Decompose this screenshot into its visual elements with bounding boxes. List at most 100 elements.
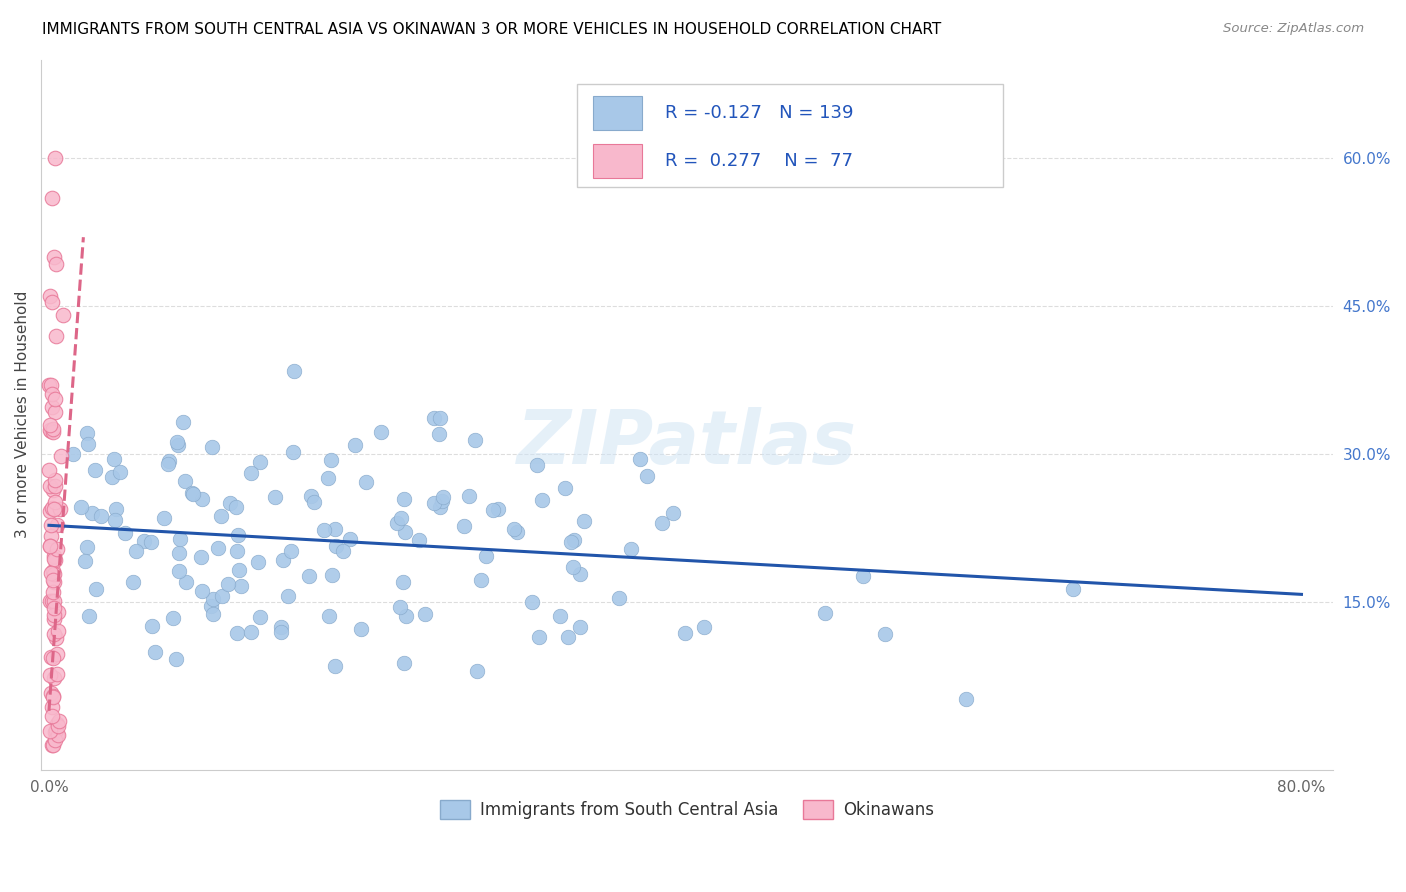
FancyBboxPatch shape xyxy=(593,95,641,130)
Point xyxy=(41,700,63,714)
Point xyxy=(41,594,63,608)
Point xyxy=(46,729,69,743)
Point xyxy=(44,552,66,566)
Point xyxy=(432,494,454,508)
Point xyxy=(173,474,195,488)
Point xyxy=(39,377,62,392)
Point xyxy=(522,595,544,609)
Point xyxy=(76,437,98,451)
Point xyxy=(45,517,67,532)
Point xyxy=(201,591,224,606)
Point xyxy=(526,458,548,472)
Point xyxy=(181,486,204,500)
Point xyxy=(270,620,292,634)
Point xyxy=(560,534,582,549)
Point xyxy=(45,647,67,661)
Point xyxy=(321,453,343,467)
Point xyxy=(226,528,249,542)
Point xyxy=(228,563,250,577)
Point xyxy=(200,599,222,613)
Point xyxy=(45,723,67,737)
Point xyxy=(226,543,249,558)
Point xyxy=(636,469,658,483)
Point xyxy=(44,405,66,419)
Point xyxy=(41,518,63,533)
Point xyxy=(62,447,84,461)
Point xyxy=(172,415,194,429)
Point xyxy=(42,564,65,578)
Point xyxy=(38,539,60,553)
Point xyxy=(385,516,408,531)
Point xyxy=(432,490,454,504)
Point xyxy=(125,544,148,558)
Point xyxy=(429,500,451,515)
Point xyxy=(465,664,488,678)
Point xyxy=(277,589,299,603)
Point xyxy=(423,411,446,425)
Point xyxy=(392,491,415,506)
Point xyxy=(39,650,62,665)
Point xyxy=(246,555,269,569)
Point xyxy=(44,724,66,739)
Point xyxy=(249,455,271,469)
Point xyxy=(475,549,498,563)
Point xyxy=(464,433,486,447)
Point xyxy=(39,529,62,543)
Point xyxy=(167,438,190,452)
Point xyxy=(813,606,835,620)
Point xyxy=(299,489,322,503)
Point xyxy=(531,493,554,508)
Point xyxy=(470,573,492,587)
Point xyxy=(323,659,346,673)
Point xyxy=(429,410,451,425)
Point xyxy=(207,541,229,555)
Point xyxy=(42,739,65,753)
Text: ZIPatlas: ZIPatlas xyxy=(517,407,856,480)
Point xyxy=(42,690,65,705)
Point xyxy=(225,500,247,514)
Point xyxy=(44,733,66,747)
Point xyxy=(607,591,630,605)
Point xyxy=(323,522,346,536)
Point xyxy=(41,400,63,414)
Point xyxy=(166,435,188,450)
Point xyxy=(45,631,67,645)
Point xyxy=(141,619,163,633)
Text: Source: ZipAtlas.com: Source: ZipAtlas.com xyxy=(1223,22,1364,36)
Point xyxy=(527,630,550,644)
Point xyxy=(548,608,571,623)
Point xyxy=(408,533,430,548)
Point xyxy=(557,630,579,644)
Point xyxy=(39,418,62,433)
Point xyxy=(41,191,63,205)
Point xyxy=(38,378,60,392)
Point xyxy=(651,516,673,531)
Point xyxy=(103,452,125,467)
Point xyxy=(39,686,62,700)
Point xyxy=(673,625,696,640)
Point xyxy=(229,579,252,593)
Point xyxy=(42,593,65,607)
Point xyxy=(264,491,287,505)
Point xyxy=(332,544,354,558)
Point xyxy=(44,608,66,623)
Point xyxy=(39,539,62,553)
Point xyxy=(350,622,373,636)
Point xyxy=(167,546,190,560)
Point xyxy=(458,488,481,502)
Point xyxy=(392,575,415,590)
Point xyxy=(45,257,67,271)
Point xyxy=(122,575,145,590)
Point xyxy=(620,541,643,556)
Point xyxy=(42,612,65,626)
Point xyxy=(70,500,93,514)
Point xyxy=(339,532,361,546)
Point xyxy=(191,492,214,507)
Point xyxy=(76,540,98,554)
Point xyxy=(562,533,585,548)
Point xyxy=(167,564,190,578)
Point xyxy=(503,522,526,536)
Point xyxy=(41,295,63,310)
Point xyxy=(486,502,509,516)
Point xyxy=(181,487,204,501)
